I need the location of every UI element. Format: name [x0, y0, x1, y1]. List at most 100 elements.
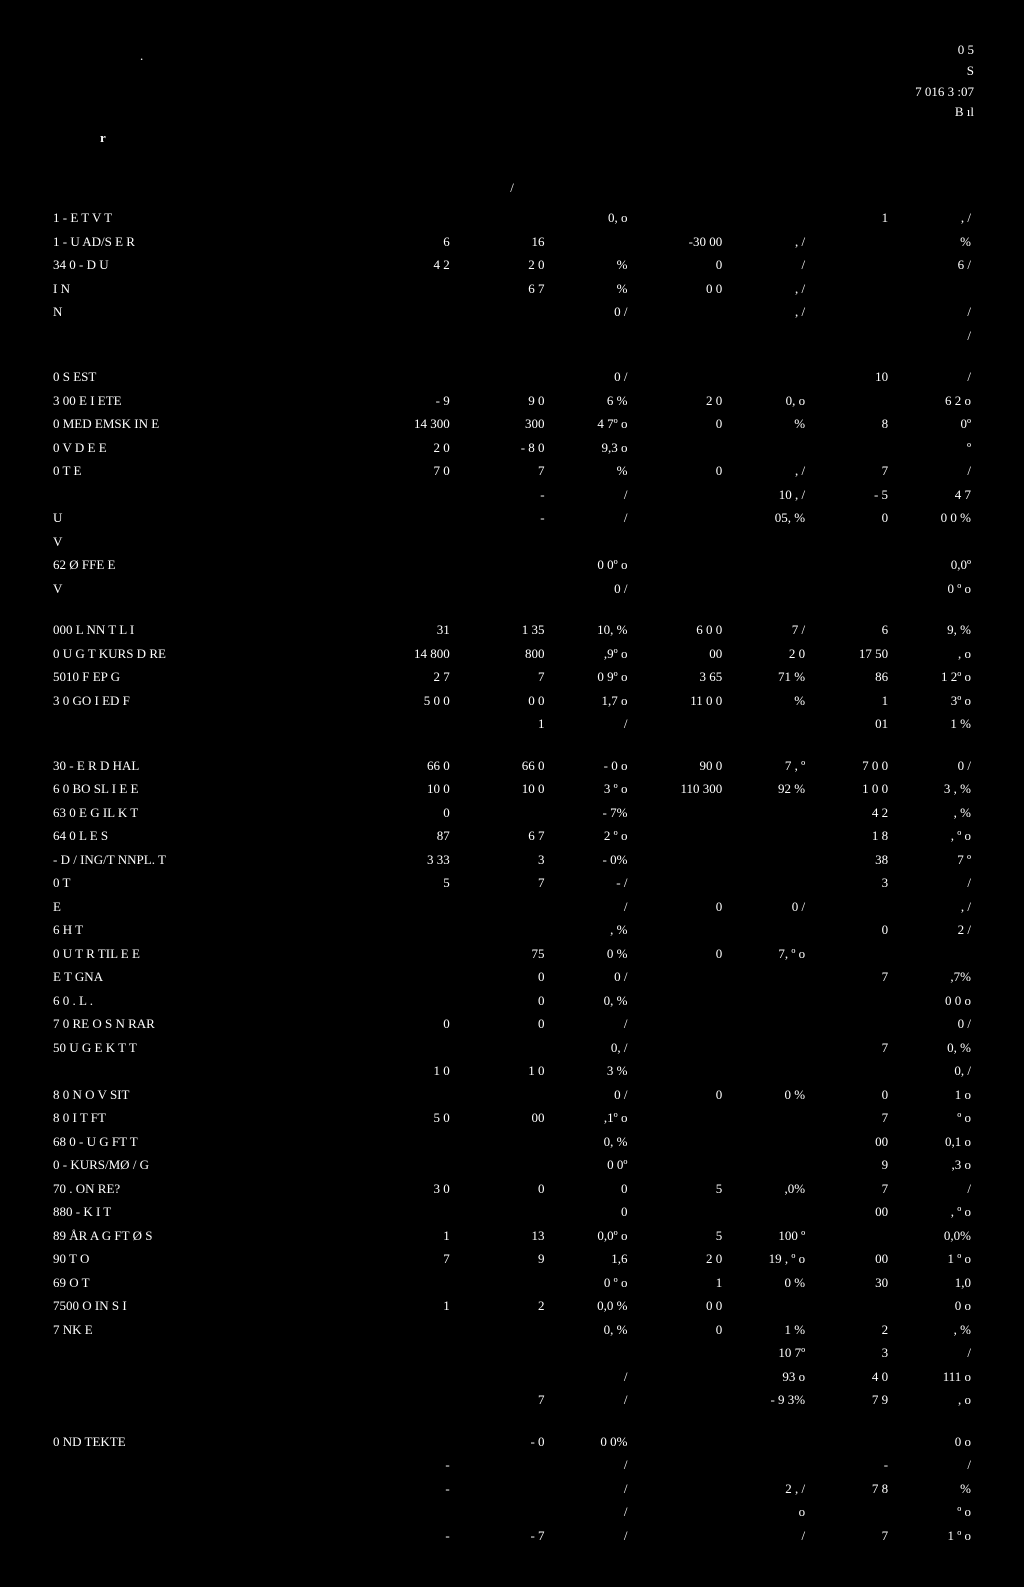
row-cell: 0 /: [548, 1083, 631, 1107]
row-label: 6 0 BO SL I E E: [50, 777, 358, 801]
table-row: 8 0 N O V SIT0 /00 %01 o: [50, 1083, 974, 1107]
row-cell: 7 º: [891, 848, 974, 872]
row-cell: [808, 1430, 891, 1454]
row-cell: 7 0: [358, 459, 453, 483]
row-cell: 14 300: [358, 412, 453, 436]
row-cell: %: [548, 277, 631, 301]
row-label: [50, 1524, 358, 1548]
row-cell: 0 /: [891, 1012, 974, 1036]
row-cell: [358, 1083, 453, 1107]
table-row: E T GNA00 /7,7%: [50, 965, 974, 989]
row-cell: [630, 918, 725, 942]
row-label: 0 V D E E: [50, 436, 358, 460]
row-cell: 0: [630, 1083, 725, 1107]
row-cell: 4 2: [358, 253, 453, 277]
row-cell: 9 0: [453, 389, 548, 413]
row-cell: 2: [453, 1294, 548, 1318]
row-cell: , o: [891, 642, 974, 666]
row-cell: 93 o: [725, 1365, 808, 1389]
row-label: 70 . ON RE?: [50, 1177, 358, 1201]
row-cell: [808, 1294, 891, 1318]
row-cell: o: [725, 1500, 808, 1524]
table-row: -/2 , /7 8%: [50, 1477, 974, 1501]
row-cell: 6 /: [891, 253, 974, 277]
row-cell: [358, 1153, 453, 1177]
row-cell: [358, 324, 453, 348]
row-cell: 0: [630, 942, 725, 966]
row-label: 34 0 - D U: [50, 253, 358, 277]
table-row: -/-/: [50, 1453, 974, 1477]
row-cell: [891, 277, 974, 301]
row-cell: [453, 1318, 548, 1342]
row-cell: 111 o: [891, 1365, 974, 1389]
row-cell: 7 , º: [725, 754, 808, 778]
row-label: 7 NK E: [50, 1318, 358, 1342]
header-dot: .: [140, 48, 143, 64]
row-cell: [725, 801, 808, 825]
row-cell: [725, 712, 808, 736]
table-row: 6 H T, %02 /: [50, 918, 974, 942]
row-cell: [630, 1059, 725, 1083]
table-row: 7/- 9 3%7 9, o: [50, 1388, 974, 1412]
row-cell: 7 0 0: [808, 754, 891, 778]
row-cell: 3 33: [358, 848, 453, 872]
row-cell: 9,3 o: [548, 436, 631, 460]
row-cell: [630, 530, 725, 554]
row-cell: 3: [808, 871, 891, 895]
row-cell: 86: [808, 665, 891, 689]
table-row: -- 7//71 º o: [50, 1524, 974, 1548]
row-cell: [630, 1130, 725, 1154]
row-cell: [358, 365, 453, 389]
row-cell: -30 00: [630, 230, 725, 254]
row-cell: [358, 206, 453, 230]
table-row: N0 /, //: [50, 300, 974, 324]
row-cell: [808, 1059, 891, 1083]
row-cell: [630, 848, 725, 872]
row-cell: [453, 553, 548, 577]
row-cell: ,9º o: [548, 642, 631, 666]
row-cell: [725, 365, 808, 389]
row-label: [50, 1500, 358, 1524]
row-cell: 2 0: [630, 1247, 725, 1271]
row-cell: 00: [630, 642, 725, 666]
row-cell: [630, 1012, 725, 1036]
table-row: 30 - E R D HAL66 066 0- 0 o90 07 , º7 0 …: [50, 754, 974, 778]
table-row: 1 - E T V T0, o1, /: [50, 206, 974, 230]
row-cell: [630, 206, 725, 230]
row-cell: 1: [453, 712, 548, 736]
row-cell: 5 0 0: [358, 689, 453, 713]
row-label: V: [50, 530, 358, 554]
row-cell: 7: [453, 459, 548, 483]
row-cell: 4 7: [891, 483, 974, 507]
row-label: 0 T E: [50, 459, 358, 483]
header-line-3: 7 016 3 :07: [915, 82, 974, 103]
row-cell: [358, 712, 453, 736]
row-cell: [808, 553, 891, 577]
row-cell: -: [358, 1453, 453, 1477]
row-cell: 6 %: [548, 389, 631, 413]
row-cell: [808, 389, 891, 413]
table-row: 5010 F EP G2 770 9º o3 6571 %861 2º o: [50, 665, 974, 689]
row-label: [50, 1453, 358, 1477]
row-cell: [453, 1453, 548, 1477]
row-cell: [725, 871, 808, 895]
row-cell: [453, 1341, 548, 1365]
row-label: 1 - U AD/S E R: [50, 230, 358, 254]
row-label: 62 Ø FFE E: [50, 553, 358, 577]
row-cell: 5 0: [358, 1106, 453, 1130]
row-label: 7500 O IN S I: [50, 1294, 358, 1318]
row-cell: 0 0: [630, 1294, 725, 1318]
spacer-cell: [50, 736, 974, 754]
row-cell: 0 0: [630, 277, 725, 301]
row-cell: 0 º o: [891, 577, 974, 601]
row-cell: [358, 1500, 453, 1524]
row-cell: ,3 o: [891, 1153, 974, 1177]
row-cell: [630, 801, 725, 825]
row-cell: 6: [358, 230, 453, 254]
row-cell: 0 /: [548, 365, 631, 389]
row-label: 69 O T: [50, 1271, 358, 1295]
row-cell: [808, 1224, 891, 1248]
row-cell: 01: [808, 712, 891, 736]
row-cell: 9: [453, 1247, 548, 1271]
row-cell: [358, 300, 453, 324]
